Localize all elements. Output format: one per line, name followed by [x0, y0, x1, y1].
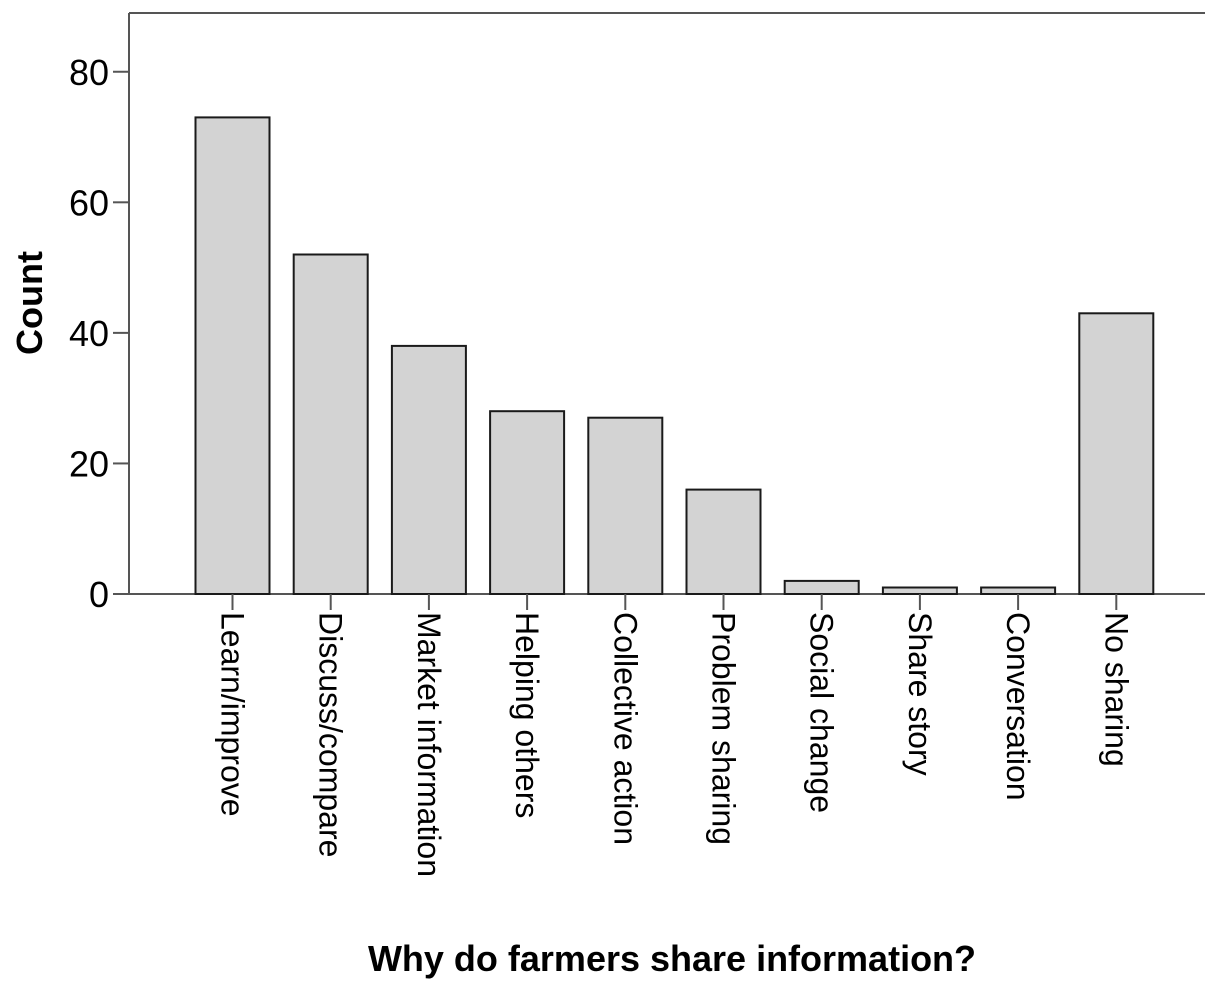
y-tick-label: 60: [69, 182, 109, 223]
x-tick-label: Social change: [804, 612, 840, 813]
bar-no-sharing: [1078, 312, 1155, 595]
y-axis-title: Count: [9, 251, 50, 355]
y-tick-label: 80: [69, 52, 109, 93]
bar-collective-action: [587, 416, 664, 596]
x-tick-label: Collective action: [607, 612, 643, 845]
y-tick-label: 20: [69, 443, 109, 484]
x-tick-label: Market information: [411, 612, 447, 877]
y-tick-label: 0: [89, 574, 109, 615]
bar-problem-sharing: [685, 488, 762, 596]
bars-group: [194, 116, 1155, 596]
bar-discuss-compare: [292, 253, 369, 595]
x-tick-label: Conversation: [1000, 612, 1036, 801]
x-axis: Learn/improve Discuss/compare Market infor…: [215, 594, 1134, 877]
bar-social-change: [783, 579, 860, 596]
x-tick-label: Helping others: [509, 612, 545, 818]
bar-learn-improve: [194, 116, 271, 596]
y-tick-label: 40: [69, 313, 109, 354]
x-tick-label: Learn/improve: [215, 612, 251, 817]
bar-conversation: [980, 586, 1057, 595]
bar-share-story: [881, 586, 958, 595]
bar-market-information: [390, 344, 467, 595]
y-axis: 0 20 40 60 80: [69, 52, 129, 615]
bar-helping-others: [489, 410, 566, 596]
x-axis-title: Why do farmers share information?: [368, 938, 976, 979]
plot-frame: [128, 12, 1205, 595]
x-tick-label: Share story: [902, 612, 938, 776]
x-tick-label: Discuss/compare: [313, 612, 349, 857]
x-tick-label: No sharing: [1098, 612, 1134, 767]
x-tick-label: Problem sharing: [706, 612, 742, 845]
